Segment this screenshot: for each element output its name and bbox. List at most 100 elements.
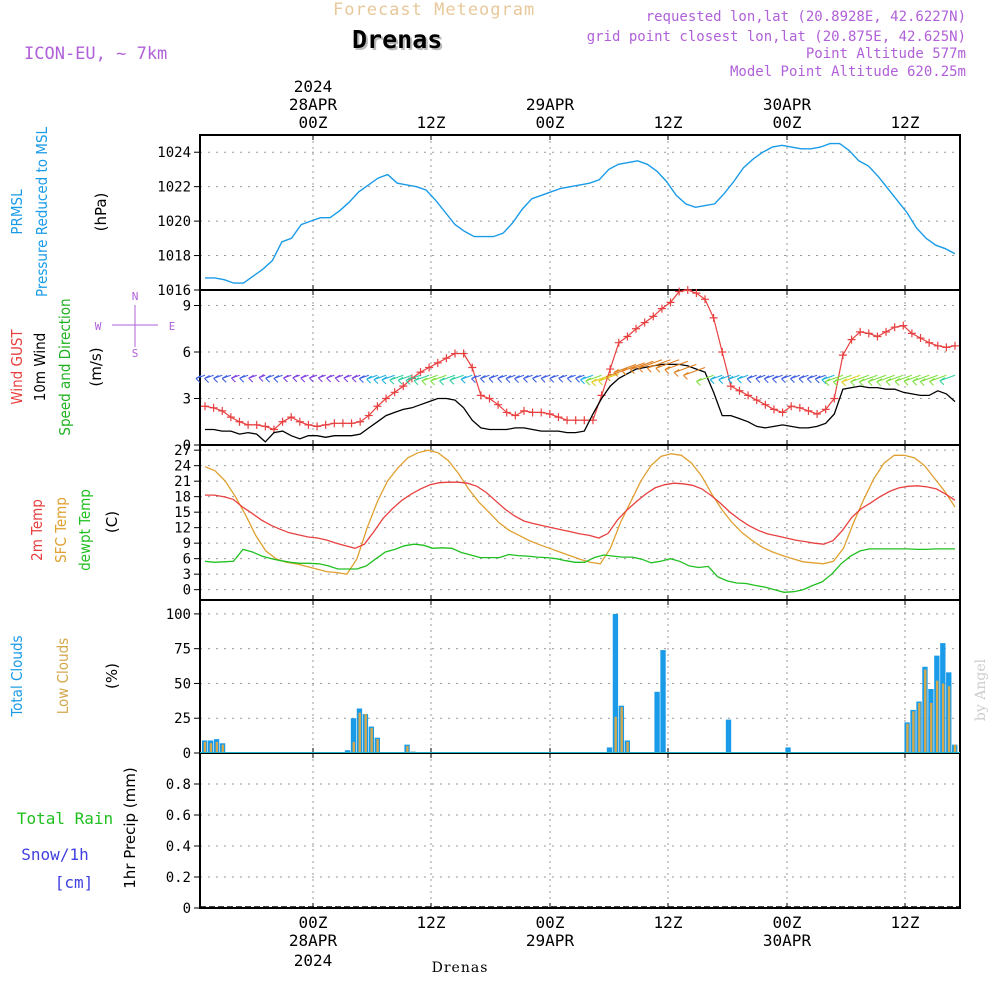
panel-frame: [199, 289, 961, 446]
gust-point-marker: [201, 402, 209, 411]
gust-point-marker: [218, 406, 227, 415]
wind-arrow-head: [480, 375, 486, 383]
gust-point-marker: [390, 388, 399, 397]
gust-point-marker: [925, 338, 934, 347]
low-cloud-bar: [924, 669, 927, 752]
model-label: ICON-EU, ~ 7km: [24, 44, 168, 64]
gust-point-marker: [761, 400, 770, 409]
ytick-label: 1020: [157, 214, 191, 230]
bottom-time-label: 00Z: [536, 913, 565, 932]
bottom-year-label: 2024: [294, 951, 333, 970]
wind-arrow-head: [673, 369, 680, 377]
wind-arrow-head: [439, 377, 445, 386]
ytick-label: 50: [174, 676, 191, 692]
wind-arrow-head: [248, 374, 255, 383]
wind-arrow-head: [460, 375, 467, 384]
gust-point-marker: [468, 363, 477, 372]
low-cloud-bar: [376, 739, 379, 752]
gust-point-marker: [321, 420, 330, 429]
wind-arrow-head: [309, 374, 315, 383]
wind-arrow-head: [709, 376, 716, 385]
wind-arrow-head: [655, 364, 662, 373]
gust-point-marker: [554, 413, 563, 422]
wind-arrow-head: [833, 378, 839, 387]
gust-point-marker: [338, 419, 347, 428]
gust-point-marker: [528, 408, 537, 417]
wind-arrow: [673, 363, 697, 374]
gust-point-marker: [287, 413, 296, 422]
wind-arrow-head: [430, 377, 436, 386]
low-cloud-bar: [930, 702, 933, 752]
footer-station: Drenas: [432, 960, 489, 976]
gust-point-marker: [313, 422, 322, 431]
top-time-label: 12Z: [654, 113, 683, 132]
top-time-label: 12Z: [417, 113, 446, 132]
wind-arrow: [613, 363, 637, 374]
gust-point-marker: [235, 417, 244, 426]
gust-point-marker: [502, 408, 511, 417]
wind-arrow-head: [343, 374, 350, 383]
gust-point-marker: [485, 394, 494, 403]
compass-s: S: [132, 347, 139, 360]
wind-arrow-head: [737, 375, 743, 384]
gust-point-marker: [623, 332, 632, 341]
wind-arrow-head: [621, 367, 628, 376]
panel-frame: [199, 134, 961, 291]
gust-point-marker: [399, 382, 408, 391]
gust-point-marker: [252, 420, 261, 429]
wind-arrow-head: [876, 378, 883, 387]
gust-point-marker: [580, 416, 589, 425]
snow-label: Snow/1h: [21, 845, 88, 864]
gust-point-marker: [330, 419, 339, 428]
wind-arrow-head: [598, 377, 604, 386]
wind-arrow-head: [449, 376, 456, 385]
wind-arrow-head: [772, 375, 778, 384]
low-cloud-bar: [614, 716, 617, 752]
wind-arrow-head: [283, 374, 289, 383]
ytick-label: 0.2: [166, 870, 191, 886]
wind-arrow-head: [326, 374, 332, 383]
wind-arrow-head: [585, 377, 592, 386]
pressure-series-line: [205, 142, 956, 284]
wind-arrow-head: [389, 376, 396, 385]
gust-point-marker: [752, 396, 761, 405]
low-cloud-bar: [209, 743, 213, 752]
wind-arrow-head: [841, 378, 847, 387]
wind-arrow-head: [397, 376, 404, 385]
snow-unit-label: [cm]: [55, 873, 94, 892]
ytick-label: 9: [183, 299, 191, 315]
wind-unit: (m/s): [87, 347, 105, 386]
wind-arrow-head: [497, 375, 503, 383]
gust-point-marker: [890, 323, 899, 332]
wind-arrow-head: [912, 377, 918, 386]
panel-frame: [199, 444, 961, 601]
total-cloud-bar: [344, 750, 351, 752]
wind-arrow-head: [821, 376, 828, 385]
low-cloud-bar: [352, 741, 355, 752]
bottom-time-label: 12Z: [417, 913, 446, 932]
ytick-label: 24: [174, 459, 191, 475]
wind-arrow-head: [867, 378, 874, 387]
wind-arrow: [894, 374, 913, 382]
grid-point-coords: grid point closest lon,lat (20.875E, 42.…: [586, 29, 966, 45]
forecast-title: Forecast Meteogram: [333, 0, 536, 20]
gust-point-marker: [416, 368, 425, 377]
gust-point-marker: [856, 327, 865, 336]
gust-point-marker: [657, 304, 666, 313]
wind-arrow-head: [746, 375, 753, 384]
ytick-label: 0.8: [166, 777, 191, 793]
ytick-label: 1016: [157, 283, 191, 299]
top-time-label: 00Z: [536, 113, 565, 132]
station-name: Drenas: [352, 25, 443, 54]
bottom-time-label: 12Z: [891, 913, 920, 932]
total-cloud-bar: [606, 747, 613, 752]
wind-arrow: [833, 374, 852, 383]
low-cloud-bar: [215, 741, 219, 752]
dewpt-series-line: [204, 543, 955, 593]
gust-point-marker: [942, 343, 951, 352]
temp-axis-title: dewpt Temp: [76, 489, 94, 571]
wind-arrow-head: [265, 374, 271, 383]
gust-point-marker: [563, 416, 572, 425]
rain-label: Total Rain: [17, 809, 113, 828]
low-cloud-bar: [906, 723, 909, 752]
